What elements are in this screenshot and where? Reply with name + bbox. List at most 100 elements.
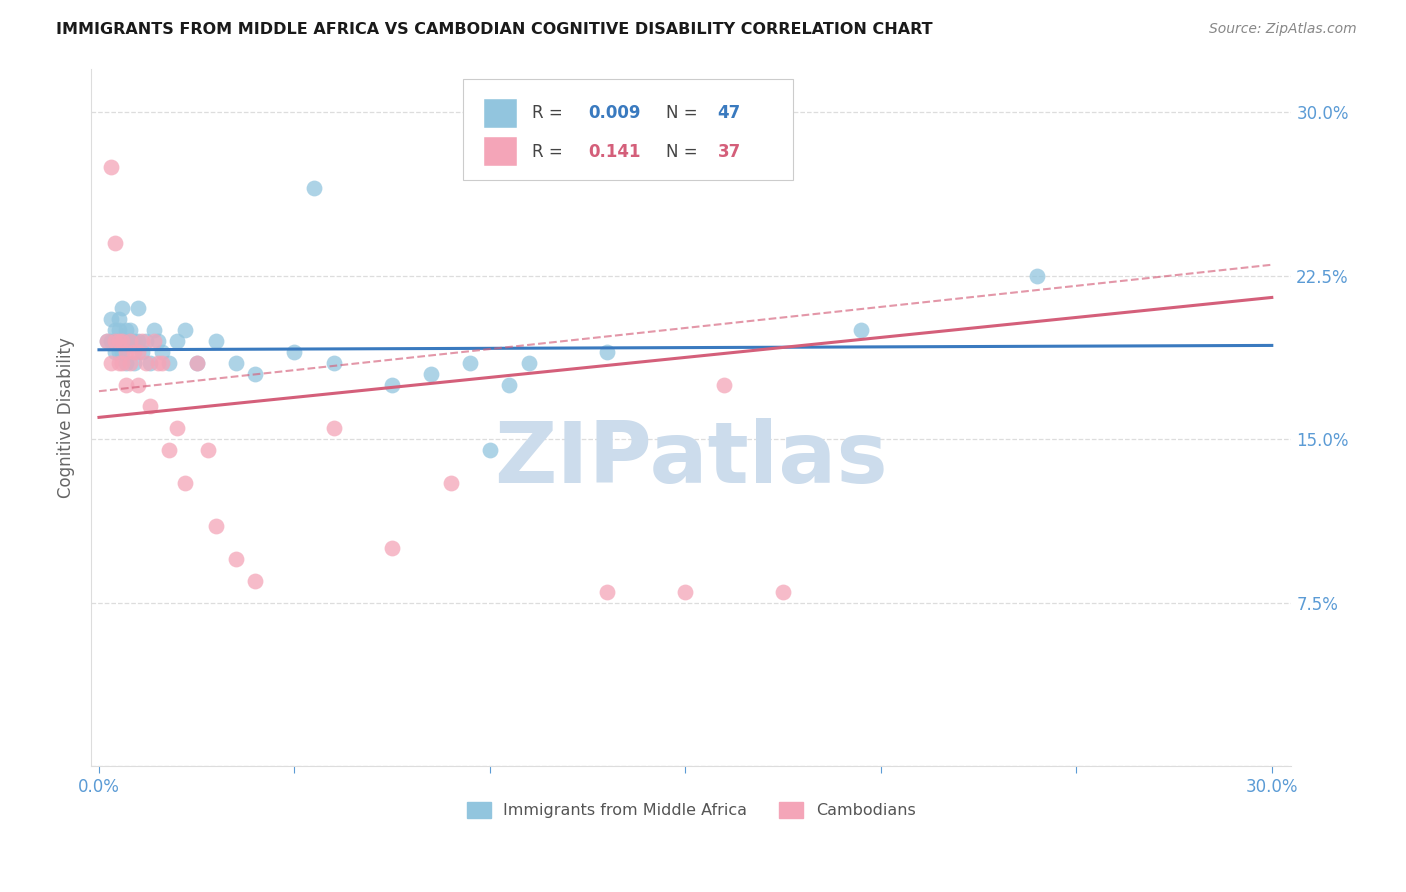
Point [111, 334, 134, 348]
Point [127, 377, 149, 392]
Point [197, 443, 219, 458]
Point [111, 356, 134, 370]
Point [107, 334, 129, 348]
Point [498, 377, 520, 392]
Point [174, 475, 197, 490]
Point [104, 323, 127, 337]
Text: R =: R = [531, 104, 568, 122]
Point [322, 421, 344, 435]
Point [150, 356, 173, 370]
Point [142, 323, 165, 337]
Point [596, 584, 619, 599]
Point [322, 356, 344, 370]
Point [460, 356, 482, 370]
Point [100, 160, 122, 174]
Text: 0.141: 0.141 [588, 143, 641, 161]
Point [107, 312, 129, 326]
Point [146, 356, 169, 370]
Text: N =: N = [666, 143, 703, 161]
Point [100, 334, 122, 348]
Text: ZIPatlas: ZIPatlas [495, 417, 889, 500]
Point [174, 323, 197, 337]
Point [302, 181, 325, 195]
Point [122, 345, 145, 359]
Point [1026, 268, 1049, 283]
Point [104, 345, 127, 359]
Text: IMMIGRANTS FROM MIDDLE AFRICA VS CAMBODIAN COGNITIVE DISABILITY CORRELATION CHAR: IMMIGRANTS FROM MIDDLE AFRICA VS CAMBODI… [56, 22, 932, 37]
Point [517, 356, 540, 370]
Point [115, 345, 138, 359]
Point [596, 345, 619, 359]
Point [131, 345, 153, 359]
Point [107, 334, 129, 348]
Point [420, 367, 443, 381]
Point [139, 356, 162, 370]
Point [851, 323, 873, 337]
Point [100, 356, 122, 370]
Point [166, 421, 188, 435]
Point [146, 334, 169, 348]
Point [283, 345, 305, 359]
Point [673, 584, 696, 599]
Point [107, 323, 129, 337]
Point [120, 323, 142, 337]
Legend: Immigrants from Middle Africa, Cambodians: Immigrants from Middle Africa, Cambodian… [460, 795, 922, 824]
Point [381, 541, 404, 556]
Point [115, 356, 138, 370]
Point [115, 323, 138, 337]
Point [122, 334, 145, 348]
Point [142, 334, 165, 348]
Point [225, 552, 247, 566]
Point [440, 475, 463, 490]
Point [104, 235, 127, 250]
Point [186, 356, 208, 370]
Point [115, 334, 138, 348]
Bar [484, 136, 517, 166]
Point [111, 301, 134, 316]
Point [150, 345, 173, 359]
Point [772, 584, 794, 599]
Point [245, 574, 267, 588]
Point [111, 334, 134, 348]
Point [245, 367, 267, 381]
Text: N =: N = [666, 104, 703, 122]
Point [166, 334, 188, 348]
Point [135, 334, 157, 348]
Point [104, 334, 127, 348]
Point [205, 334, 228, 348]
Point [135, 356, 157, 370]
Point [107, 356, 129, 370]
Point [120, 334, 142, 348]
Point [127, 301, 149, 316]
Point [96, 334, 118, 348]
Point [115, 377, 138, 392]
Text: Source: ZipAtlas.com: Source: ZipAtlas.com [1209, 22, 1357, 37]
Point [120, 334, 142, 348]
Text: 47: 47 [717, 104, 741, 122]
Point [139, 400, 162, 414]
Point [478, 443, 501, 458]
Point [381, 377, 404, 392]
Text: R =: R = [531, 143, 572, 161]
Point [107, 345, 129, 359]
Text: 37: 37 [717, 143, 741, 161]
Point [186, 356, 208, 370]
Point [111, 345, 134, 359]
Point [104, 334, 127, 348]
Point [122, 356, 145, 370]
Bar [484, 98, 517, 128]
Point [205, 519, 228, 533]
Point [157, 356, 180, 370]
Point [120, 356, 142, 370]
Point [127, 334, 149, 348]
Point [225, 356, 247, 370]
Point [96, 334, 118, 348]
Text: 0.009: 0.009 [588, 104, 641, 122]
Point [131, 334, 153, 348]
Point [157, 443, 180, 458]
Point [713, 377, 735, 392]
FancyBboxPatch shape [463, 79, 793, 180]
Point [127, 345, 149, 359]
Point [100, 312, 122, 326]
Y-axis label: Cognitive Disability: Cognitive Disability [58, 337, 75, 498]
